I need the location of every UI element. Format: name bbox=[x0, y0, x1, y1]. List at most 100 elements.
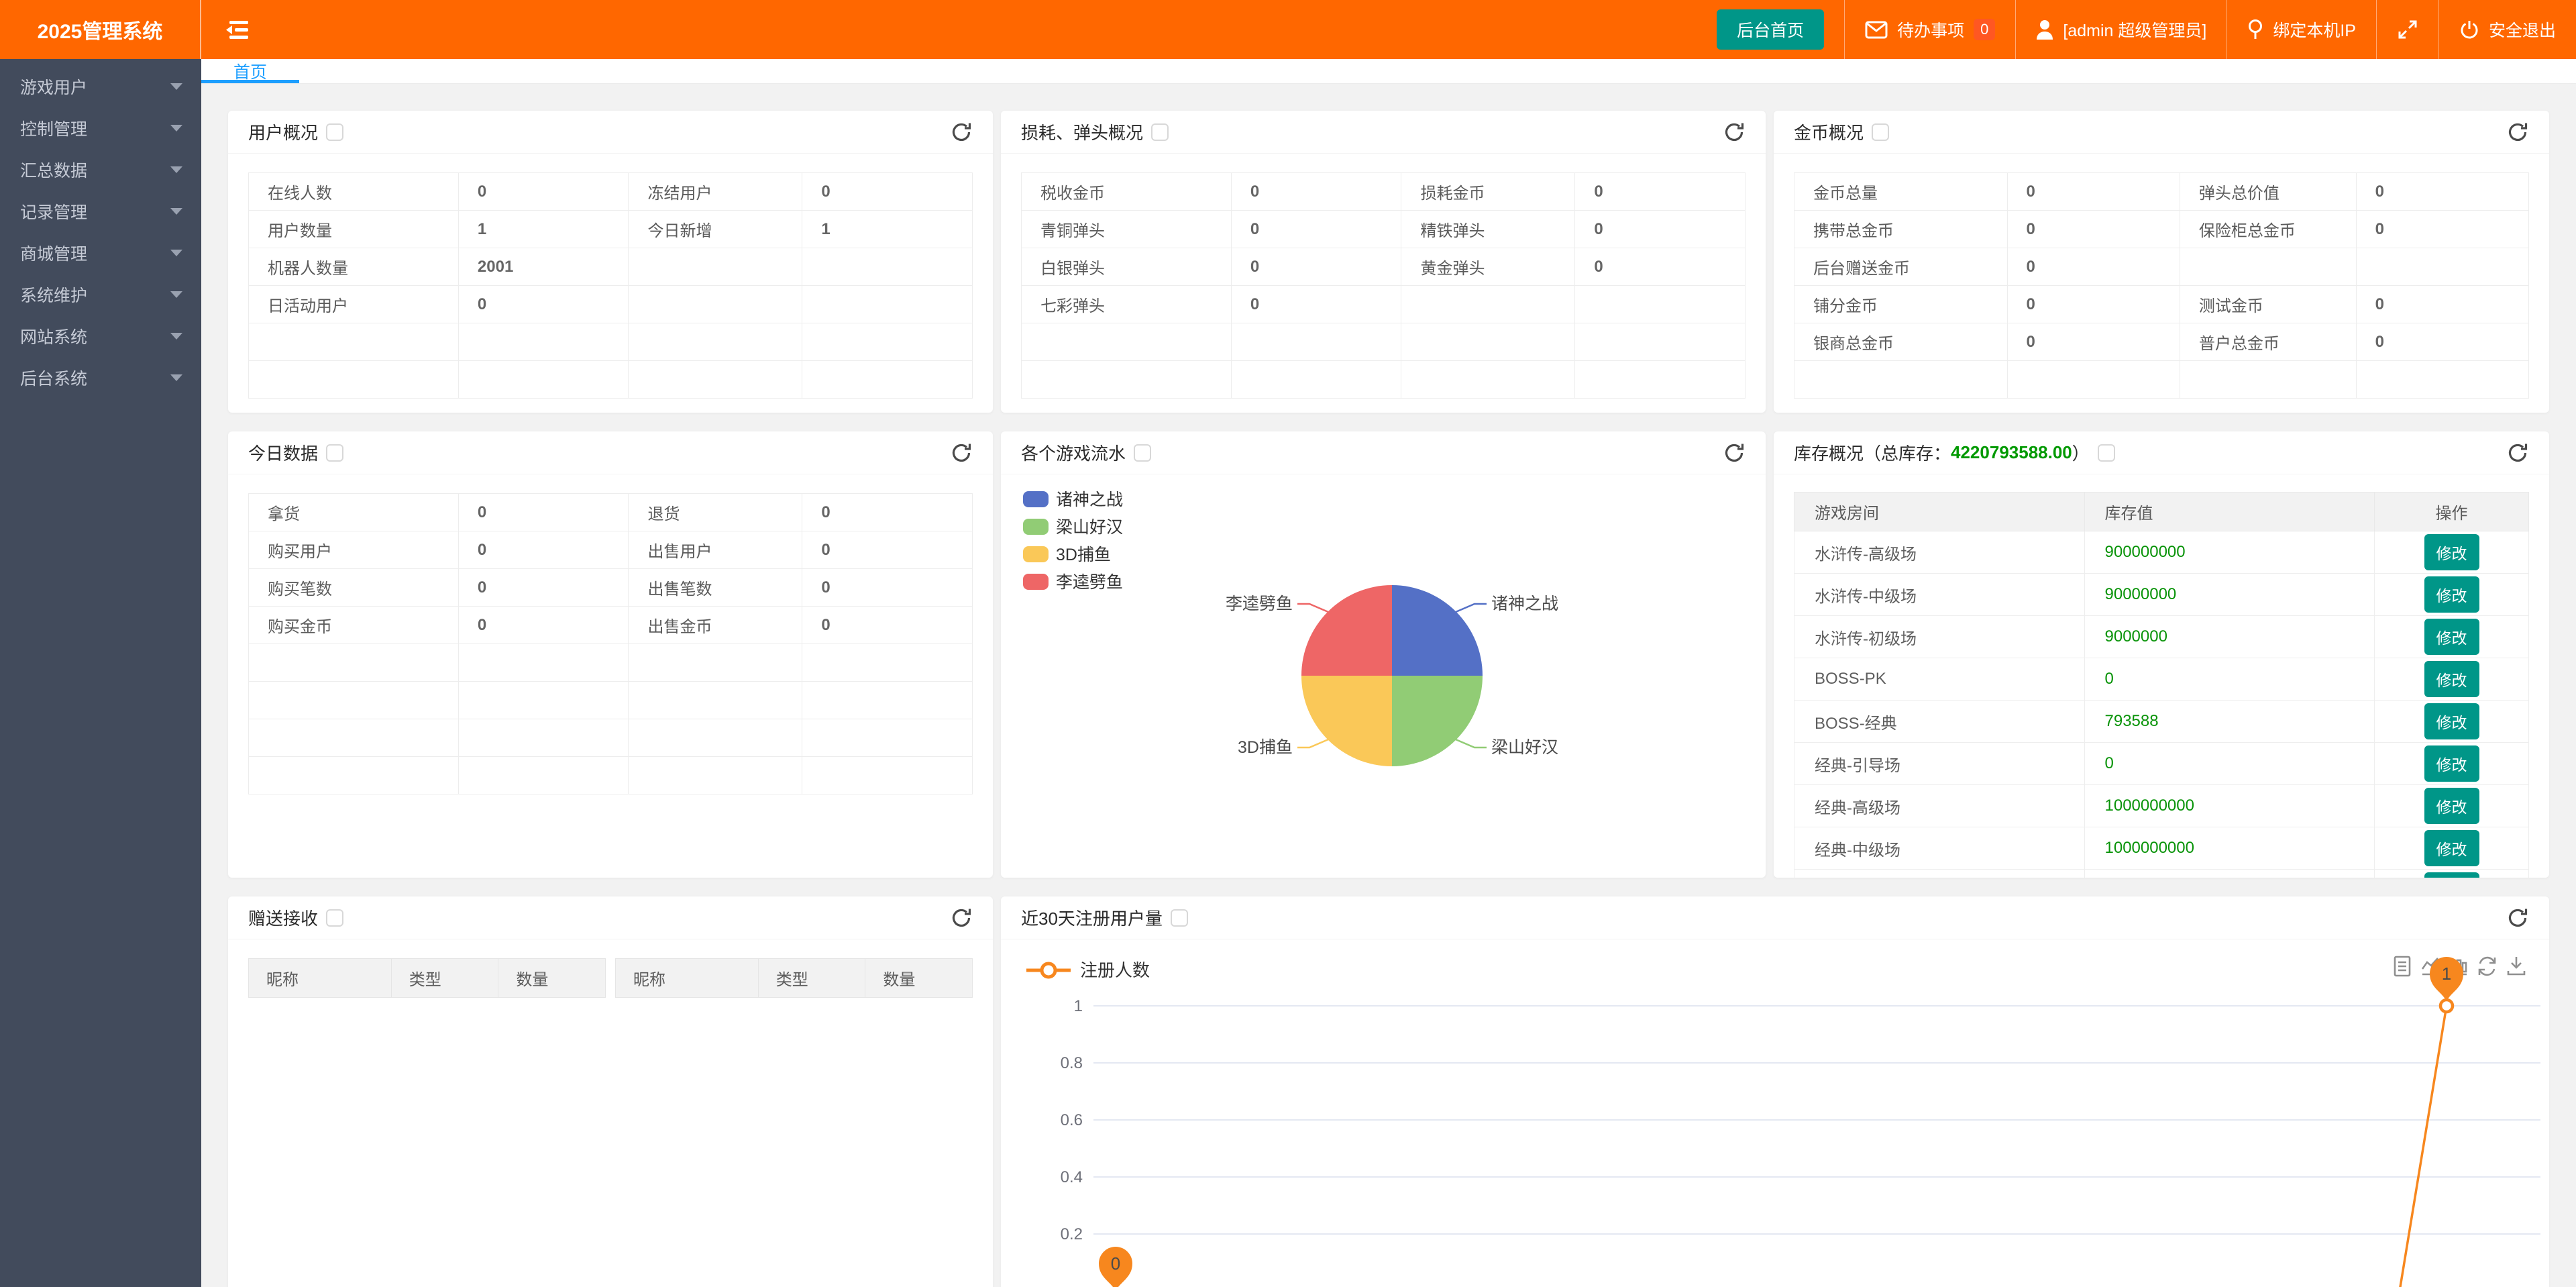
refresh-button[interactable] bbox=[950, 121, 973, 144]
sidebar-item[interactable]: 后台系统 bbox=[0, 357, 201, 399]
stat-value: 0 bbox=[802, 531, 973, 569]
stat-label bbox=[1401, 285, 1576, 323]
stock-value: 90000000 bbox=[2084, 573, 2375, 616]
panel-checkbox[interactable] bbox=[2097, 444, 2115, 462]
panel-title: 各个游戏流水 bbox=[1021, 444, 1126, 464]
svg-text:0.4: 0.4 bbox=[1061, 1168, 1083, 1186]
svg-text:注册人数: 注册人数 bbox=[1080, 960, 1150, 980]
data-view-icon[interactable] bbox=[2394, 956, 2411, 977]
gift-table-left: 昵称 类型 数量 bbox=[248, 958, 606, 998]
stat-label bbox=[628, 248, 803, 286]
sidebar-item-label: 商城管理 bbox=[20, 245, 88, 264]
panel-checkbox[interactable] bbox=[1872, 123, 1890, 141]
chevron-down-icon bbox=[170, 166, 182, 173]
stat-label bbox=[1401, 323, 1576, 361]
svg-text:0.2: 0.2 bbox=[1061, 1225, 1083, 1243]
stat-value: 0 bbox=[1230, 285, 1402, 323]
panel-checkbox[interactable] bbox=[326, 123, 344, 141]
refresh-button[interactable] bbox=[2506, 907, 2529, 929]
stock-total-value: 4220793588.00 bbox=[1951, 442, 2072, 462]
bind-ip-button[interactable]: 绑定本机IP bbox=[2226, 0, 2376, 59]
stat-label: 退货 bbox=[628, 493, 803, 531]
admin-account[interactable]: [admin 超级管理员] bbox=[2015, 0, 2226, 59]
coin-overview-table: 金币总量 0 弹头总价值 0 携带总金币 0 保险柜总金币 0 bbox=[1794, 172, 2530, 399]
panel-title-prefix: 库存概况（总库存： bbox=[1794, 444, 1951, 464]
panel-checkbox[interactable] bbox=[1170, 909, 1188, 927]
panel-checkbox[interactable] bbox=[1151, 123, 1169, 141]
table-row: 银商总金币 0 普户总金币 0 bbox=[1794, 323, 2530, 361]
stat-value: 0 bbox=[458, 568, 629, 607]
collapse-menu-button[interactable] bbox=[201, 0, 274, 59]
sidebar-item-label: 系统维护 bbox=[20, 287, 88, 305]
stock-row: 经典-中级场 1000000000 修改 bbox=[1794, 827, 2529, 870]
stat-label bbox=[1794, 360, 2008, 399]
chevron-down-icon bbox=[170, 125, 182, 132]
line-legend[interactable]: 注册人数 bbox=[1026, 960, 1150, 980]
fullscreen-button[interactable] bbox=[2375, 0, 2438, 59]
sidebar-item[interactable]: 商城管理 bbox=[0, 232, 201, 274]
refresh-button[interactable] bbox=[950, 907, 973, 929]
refresh-button[interactable] bbox=[2506, 121, 2529, 144]
stat-label bbox=[1021, 360, 1232, 399]
sidebar-item[interactable]: 游戏用户 bbox=[0, 66, 201, 107]
stat-value bbox=[458, 360, 629, 399]
stat-label: 白银弹头 bbox=[1021, 248, 1232, 286]
bind-ip-label: 绑定本机IP bbox=[2273, 21, 2356, 40]
sidebar-item[interactable]: 汇总数据 bbox=[0, 149, 201, 191]
edit-button[interactable]: 修改 bbox=[2424, 661, 2479, 697]
tab-bar: 首页 bbox=[201, 59, 2576, 84]
edit-button[interactable]: 修改 bbox=[2424, 788, 2479, 824]
pie-legend[interactable]: 诸神之战 梁山好汉 3D捕鱼 李逵劈鱼 bbox=[1023, 491, 1123, 592]
panel-title: 用户概况 bbox=[248, 123, 319, 143]
logout-button[interactable]: 安全退出 bbox=[2438, 0, 2576, 59]
panel-checkbox[interactable] bbox=[326, 909, 344, 927]
svg-text:李逵劈鱼: 李逵劈鱼 bbox=[1226, 595, 1293, 613]
edit-button[interactable]: 修改 bbox=[2424, 703, 2479, 739]
panel-user-overview: 用户概况 在线人数 bbox=[228, 111, 993, 413]
admin-label: [admin 超级管理员] bbox=[2063, 21, 2207, 40]
room-name: BOSS-PK bbox=[1794, 658, 2085, 701]
stat-label: 拿货 bbox=[248, 493, 459, 531]
edit-button[interactable]: 修改 bbox=[2424, 534, 2479, 570]
table-row bbox=[248, 323, 973, 361]
stat-value bbox=[802, 681, 973, 719]
stat-label: 在线人数 bbox=[248, 172, 459, 211]
loss-overview-table: 税收金币 0 损耗金币 0 青铜弹头 0 精铁弹头 0 bbox=[1021, 172, 1746, 399]
stat-value: 1 bbox=[802, 210, 973, 248]
home-button[interactable]: 后台首页 bbox=[1717, 9, 1825, 50]
panel-game-flow: 各个游戏流水 诸神之战 梁山好汉 bbox=[1001, 431, 1766, 878]
panel-checkbox[interactable] bbox=[326, 444, 344, 462]
stat-label: 测试金币 bbox=[2179, 285, 2357, 323]
edit-button[interactable]: 修改 bbox=[2424, 830, 2479, 866]
edit-button[interactable]: 修改 bbox=[2424, 745, 2479, 782]
panel-checkbox[interactable] bbox=[1134, 444, 1152, 462]
sidebar-item[interactable]: 网站系统 bbox=[0, 315, 201, 357]
refresh-button[interactable] bbox=[950, 442, 973, 464]
stat-label: 冻结用户 bbox=[628, 172, 803, 211]
todo-item[interactable]: 待办事项 0 bbox=[1844, 0, 2015, 59]
refresh-button[interactable] bbox=[1723, 121, 1746, 144]
table-header-row: 游戏房间 库存值 操作 bbox=[1794, 492, 2529, 531]
table-row bbox=[248, 756, 973, 794]
refresh-button[interactable] bbox=[2506, 442, 2529, 464]
stat-value bbox=[2355, 248, 2530, 286]
power-icon bbox=[2461, 21, 2478, 39]
pie-slices[interactable] bbox=[1301, 585, 1483, 766]
refresh-button[interactable] bbox=[1723, 442, 1746, 464]
edit-button[interactable]: 修改 bbox=[2424, 619, 2479, 655]
stat-label bbox=[248, 323, 459, 361]
download-icon[interactable] bbox=[2507, 957, 2526, 976]
edit-button[interactable]: 修改 bbox=[2424, 872, 2479, 878]
sidebar-item[interactable]: 记录管理 bbox=[0, 191, 201, 232]
column-header: 数量 bbox=[865, 958, 973, 998]
svg-text:0: 0 bbox=[1111, 1253, 1120, 1274]
sidebar-item[interactable]: 控制管理 bbox=[0, 107, 201, 149]
pie-labels: 诸神之战 梁山好汉 3D捕鱼 李逵劈鱼 bbox=[1226, 595, 1558, 757]
restore-icon[interactable] bbox=[2478, 956, 2496, 976]
refresh-icon bbox=[1725, 123, 1744, 141]
edit-button[interactable]: 修改 bbox=[2424, 576, 2479, 613]
table-row: 青铜弹头 0 精铁弹头 0 bbox=[1021, 210, 1746, 248]
stat-label bbox=[248, 360, 459, 399]
tab-home[interactable]: 首页 bbox=[201, 59, 299, 83]
sidebar-item[interactable]: 系统维护 bbox=[0, 274, 201, 315]
